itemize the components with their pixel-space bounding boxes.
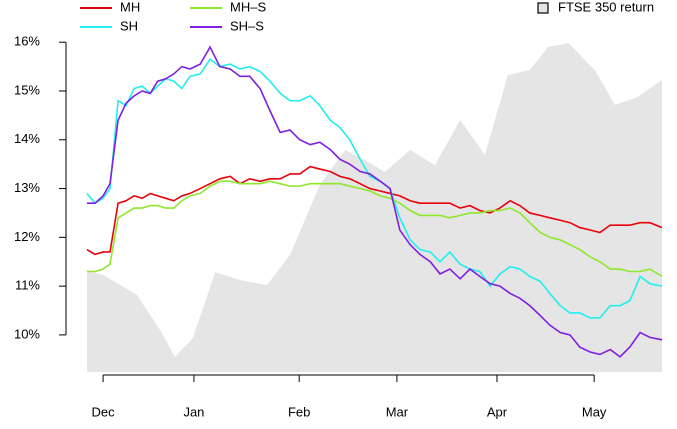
legend-label: FTSE 350 return	[558, 0, 654, 14]
y-tick-label: 16%	[14, 34, 40, 49]
y-tick-label: 13%	[14, 180, 40, 195]
legend-swatch	[537, 2, 549, 14]
y-tick-label: 12%	[14, 229, 40, 244]
y-tick-label: 15%	[14, 82, 40, 97]
line	[87, 180, 663, 278]
y-tick-label: 10%	[14, 326, 40, 341]
legend-label: SH–S	[230, 18, 264, 33]
line	[86, 165, 663, 256]
x-tick-label: Apr	[487, 404, 508, 419]
x-tick-label: Feb	[288, 404, 310, 419]
y-tick-label: 11%	[15, 278, 40, 293]
x-tick-label: Mar	[386, 404, 409, 419]
x-tick-label: May	[582, 404, 607, 419]
legend-label: SH	[120, 18, 138, 33]
legend-label: MH–S	[230, 0, 266, 14]
line	[87, 45, 663, 358]
area	[87, 42, 662, 372]
legend-label: MH	[120, 0, 140, 14]
x-tick-label: Jan	[183, 404, 204, 419]
x-tick-label: Dec	[92, 404, 116, 419]
y-tick-label: 14%	[14, 131, 40, 146]
